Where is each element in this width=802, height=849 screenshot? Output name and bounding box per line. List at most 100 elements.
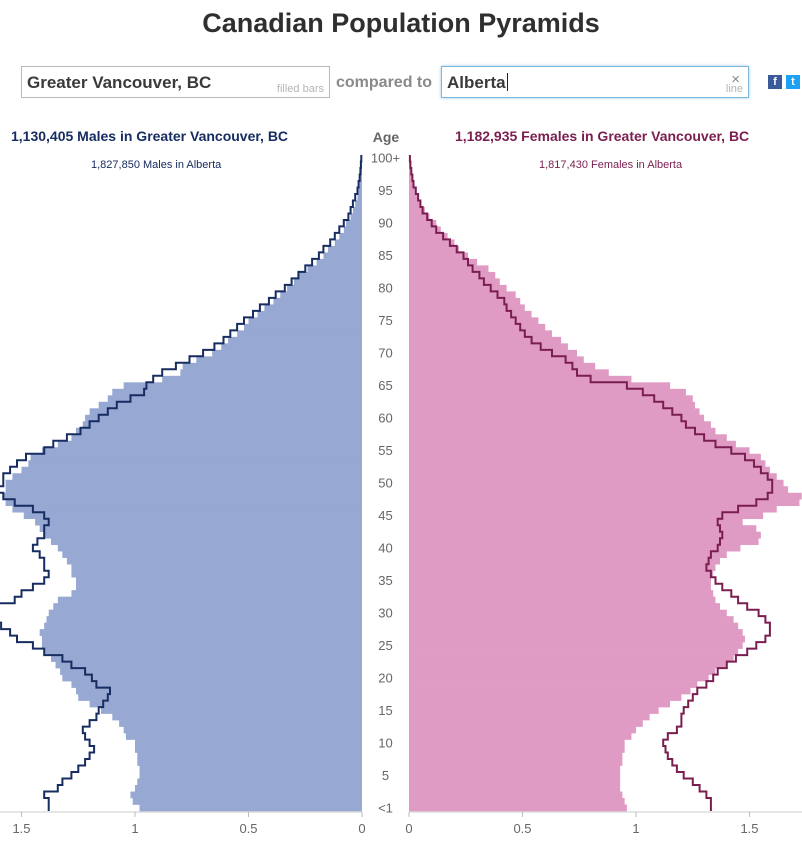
male-bar-40 bbox=[57, 544, 362, 552]
female-bar-40 bbox=[409, 544, 741, 552]
female-bar-10 bbox=[409, 739, 625, 747]
male-bar-25 bbox=[41, 642, 363, 649]
male-x-tick-label: 0.5 bbox=[239, 821, 257, 836]
age-tick-label: 10 bbox=[378, 735, 392, 750]
male-bar-73 bbox=[237, 330, 362, 338]
female-bar-95 bbox=[409, 187, 416, 195]
male-bar-86 bbox=[327, 245, 362, 253]
female-bar-5 bbox=[409, 772, 621, 779]
male-bar-72 bbox=[228, 336, 362, 344]
male-bar-44 bbox=[35, 518, 363, 526]
female-bar-15 bbox=[409, 707, 659, 714]
female-bar-11 bbox=[409, 733, 632, 740]
female-bar-8 bbox=[409, 752, 623, 760]
male-bar-55 bbox=[41, 447, 363, 455]
male-bar-46 bbox=[12, 505, 362, 513]
female-bar-84 bbox=[409, 258, 478, 266]
female-bar-46 bbox=[409, 505, 777, 513]
male-bar-53 bbox=[28, 460, 363, 468]
comparison-lines bbox=[0, 155, 774, 811]
male-bar-61 bbox=[89, 408, 362, 416]
male-bar-50 bbox=[5, 479, 363, 487]
male-bar-48 bbox=[3, 492, 363, 500]
male-bar-18 bbox=[75, 687, 362, 695]
female-bar-24 bbox=[409, 648, 739, 656]
female-bar-30 bbox=[409, 609, 727, 617]
male-bar-35 bbox=[75, 577, 362, 584]
facebook-icon[interactable]: f bbox=[768, 75, 782, 89]
female-bar-27 bbox=[409, 629, 743, 636]
male-bar-95 bbox=[358, 187, 362, 195]
male-bar-27 bbox=[39, 629, 362, 636]
age-tick-label: 45 bbox=[378, 508, 392, 523]
female-bar-56 bbox=[409, 440, 736, 448]
female-bar-39 bbox=[409, 551, 727, 558]
male-bar-66 bbox=[162, 375, 362, 383]
primary-style-hint: filled bars bbox=[276, 83, 324, 95]
female-bar-86 bbox=[409, 245, 459, 253]
female-bar-43 bbox=[409, 525, 757, 533]
female-bar-54 bbox=[409, 453, 761, 461]
female-bar-33 bbox=[409, 590, 714, 597]
male-bar-28 bbox=[44, 622, 362, 630]
age-tick-label: 80 bbox=[378, 281, 392, 296]
male-bar-88 bbox=[339, 232, 362, 240]
male-bar-34 bbox=[75, 583, 362, 591]
male-bar-43 bbox=[39, 525, 362, 533]
page-title: Canadian Population Pyramids bbox=[202, 8, 600, 38]
male-subtitle: 1,827,850 Males in Alberta bbox=[91, 159, 222, 171]
female-bar-79 bbox=[409, 291, 516, 299]
female-bar-77 bbox=[409, 304, 525, 312]
age-tick-label: 75 bbox=[378, 313, 392, 328]
female-bar-65 bbox=[409, 382, 671, 390]
female-bar-23 bbox=[409, 655, 734, 662]
male-bar-1 bbox=[132, 798, 362, 805]
female-bar-37 bbox=[409, 564, 716, 571]
twitter-icon[interactable]: t bbox=[786, 75, 800, 89]
female-title: 1,182,935 Females in Greater Vancouver, … bbox=[455, 128, 750, 144]
male-bar-84 bbox=[316, 258, 362, 266]
male-bar-65 bbox=[123, 382, 363, 390]
male-bar-68 bbox=[182, 362, 362, 370]
age-tick-label: 50 bbox=[378, 476, 392, 491]
female-x-tick-label: 1.5 bbox=[740, 821, 758, 836]
female-bar-76 bbox=[409, 310, 532, 318]
compare-location-input[interactable]: Alberta × line bbox=[441, 66, 749, 98]
female-bar-62 bbox=[409, 401, 696, 409]
male-bar-15 bbox=[100, 707, 362, 714]
female-bar-52 bbox=[409, 466, 770, 474]
female-bar-6 bbox=[409, 765, 621, 773]
male-bar-87 bbox=[334, 239, 362, 247]
female-bar-47 bbox=[409, 499, 800, 507]
female-bar-96 bbox=[409, 180, 414, 188]
primary-location-input[interactable]: Greater Vancouver, BC filled bars bbox=[21, 66, 330, 98]
male-bar-60 bbox=[85, 414, 362, 422]
female-bar-92 bbox=[409, 206, 425, 214]
female-bar-57 bbox=[409, 434, 727, 442]
female-bar-13 bbox=[409, 720, 643, 727]
age-tick-label: 85 bbox=[378, 248, 392, 263]
male-bar-81 bbox=[293, 278, 362, 286]
female-bar-50 bbox=[409, 479, 784, 487]
male-bar-26 bbox=[41, 635, 363, 643]
age-tick-label: 30 bbox=[378, 605, 392, 620]
female-bar-35 bbox=[409, 577, 711, 584]
clear-icon[interactable]: × bbox=[731, 71, 740, 88]
female-bar-91 bbox=[409, 213, 430, 221]
male-title: 1,130,405 Males in Greater Vancouver, BC bbox=[11, 128, 289, 144]
male-bar-64 bbox=[112, 388, 362, 396]
male-bar-30 bbox=[48, 609, 363, 617]
male-bar-4 bbox=[137, 778, 362, 786]
male-bar-69 bbox=[196, 356, 362, 364]
primary-location-value: Greater Vancouver, BC bbox=[27, 73, 212, 92]
female-bar-55 bbox=[409, 447, 750, 455]
male-bar-2 bbox=[130, 791, 362, 799]
female-bar-78 bbox=[409, 297, 521, 305]
male-bar-37 bbox=[71, 564, 362, 571]
age-tick-label: 70 bbox=[378, 346, 392, 361]
female-bar-21 bbox=[409, 668, 716, 675]
age-tick-label: 100+ bbox=[371, 151, 400, 166]
female-bar-16 bbox=[409, 700, 671, 708]
male-bar-85 bbox=[323, 252, 362, 260]
